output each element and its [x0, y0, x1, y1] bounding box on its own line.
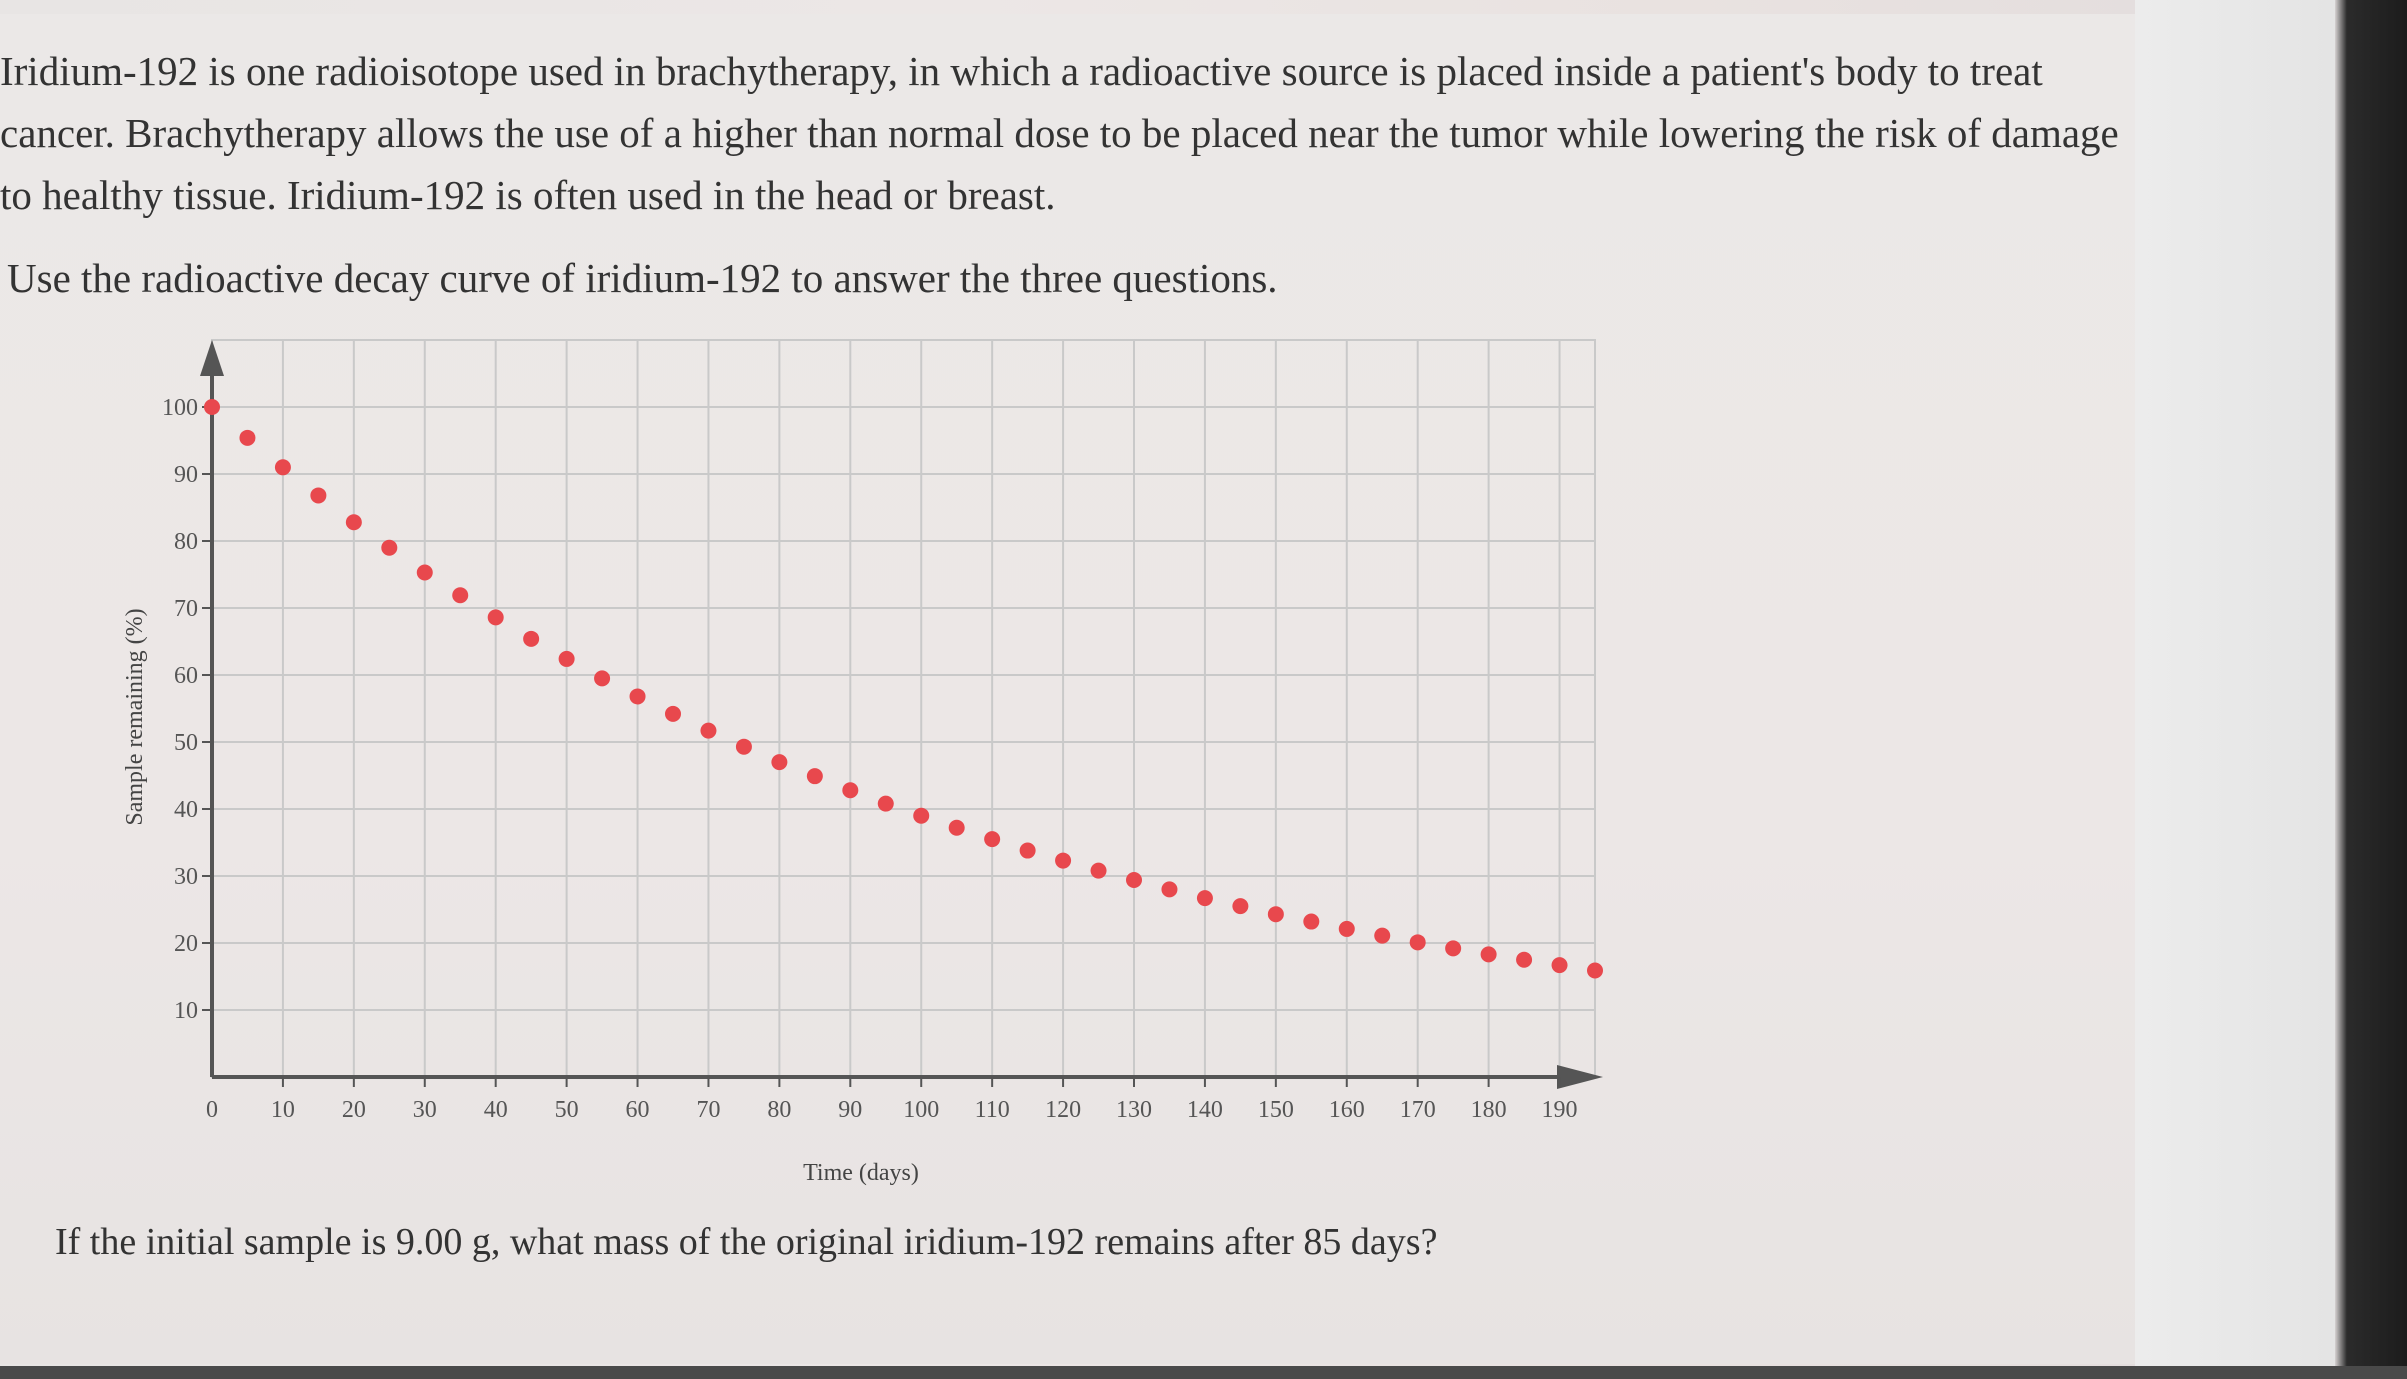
bottom-edge	[0, 1366, 2407, 1379]
data-point	[984, 831, 1001, 848]
data-point	[1161, 881, 1178, 898]
y-tick-label: 90	[174, 462, 198, 488]
data-point	[1232, 898, 1249, 915]
data-point	[1090, 862, 1107, 879]
data-point	[877, 795, 894, 812]
data-point	[416, 564, 433, 581]
y-tick-label: 60	[174, 663, 198, 689]
plot-frame	[211, 339, 1596, 1078]
data-point	[1445, 940, 1462, 957]
data-point	[523, 630, 540, 647]
y-tick-label: 70	[174, 596, 198, 622]
question-text: If the initial sample is 9.00 g, what ma…	[55, 1221, 1438, 1263]
x-tick-label: 100	[903, 1097, 939, 1123]
x-tick-label: 80	[767, 1097, 791, 1123]
x-axis-label: Time (days)	[803, 1160, 919, 1186]
x-tick-label: 120	[1045, 1097, 1081, 1123]
data-point	[1303, 913, 1320, 930]
data-point	[558, 650, 575, 667]
data-point	[771, 754, 788, 771]
x-tick-label: 90	[838, 1097, 862, 1123]
data-point	[204, 399, 220, 415]
data-point	[1516, 951, 1533, 968]
data-point	[345, 514, 362, 531]
data-point	[1196, 890, 1213, 907]
data-point	[1409, 934, 1426, 951]
data-point	[274, 459, 291, 476]
data-point	[310, 487, 327, 504]
chart-axes	[200, 340, 1603, 1089]
intro-paragraph: Iridium-192 is one radioisotope used in …	[0, 48, 2119, 218]
x-tick-label: 60	[626, 1097, 650, 1123]
y-tick-label: 40	[174, 797, 198, 823]
x-tick-label: 180	[1471, 1097, 1507, 1123]
data-point	[487, 609, 504, 626]
instruction-text: Use the radioactive decay curve of iridi…	[7, 255, 1278, 301]
data-point	[1126, 872, 1142, 889]
data-point	[665, 705, 681, 722]
data-point	[1587, 962, 1603, 979]
chart-points	[204, 399, 1603, 979]
x-tick-label: 10	[271, 1097, 295, 1123]
data-point	[700, 722, 717, 739]
data-point	[913, 807, 930, 824]
data-point	[1338, 920, 1355, 937]
data-point	[452, 587, 469, 604]
x-tick-label: 40	[484, 1097, 508, 1123]
data-point	[1055, 852, 1072, 869]
data-point	[1019, 842, 1036, 859]
decay-curve-chart: 10 20 30 40 50 60 70 80 90 100 0 10 20 30 40 50 60 70 80 90…	[120, 332, 1610, 1202]
y-tick-label: 20	[174, 931, 198, 957]
x-axis-arrow-icon	[1557, 1065, 1603, 1089]
y-tick-label: 30	[174, 864, 198, 890]
data-point	[629, 688, 646, 705]
data-point	[381, 539, 398, 556]
data-point	[239, 429, 256, 446]
x-tick-label: 50	[555, 1097, 579, 1123]
y-tick-label: 100	[162, 395, 198, 421]
x-tick-label: 0	[206, 1097, 218, 1123]
data-point	[735, 738, 752, 755]
x-tick-label: 140	[1187, 1097, 1223, 1123]
x-tick-label: 170	[1400, 1097, 1436, 1123]
x-tick-label: 70	[696, 1097, 720, 1123]
data-point	[842, 782, 859, 799]
content-panel	[0, 14, 2135, 1364]
data-point	[806, 768, 823, 785]
data-point	[948, 819, 965, 836]
x-tick-label: 190	[1542, 1097, 1578, 1123]
right-margin	[2135, 0, 2335, 1366]
x-tick-label: 160	[1329, 1097, 1365, 1123]
y-axis-label: Sample remaining (%)	[122, 608, 148, 825]
y-tick-label: 80	[174, 529, 198, 555]
data-point	[1267, 906, 1284, 923]
decay-curve-svg: 10 20 30 40 50 60 70 80 90 100 0 10 20 30 40 50 60 70 80 90…	[122, 339, 1603, 1186]
x-tick-label: 110	[975, 1097, 1010, 1123]
y-tick-label: 50	[174, 730, 198, 756]
data-point	[1480, 946, 1497, 963]
data-point	[1551, 957, 1568, 974]
data-point	[594, 670, 611, 687]
x-tick-label: 150	[1258, 1097, 1294, 1123]
y-axis-arrow-icon	[200, 340, 224, 376]
y-tick-label: 10	[174, 998, 198, 1024]
x-tick-label: 30	[413, 1097, 437, 1123]
chart-grid	[211, 339, 1596, 1078]
chart-ticks: 10 20 30 40 50 60 70 80 90 100 0 10 20 30 40 50 60 70 80 90…	[162, 395, 1578, 1123]
data-point	[1374, 927, 1391, 944]
x-tick-label: 20	[342, 1097, 366, 1123]
x-tick-label: 130	[1116, 1097, 1152, 1123]
